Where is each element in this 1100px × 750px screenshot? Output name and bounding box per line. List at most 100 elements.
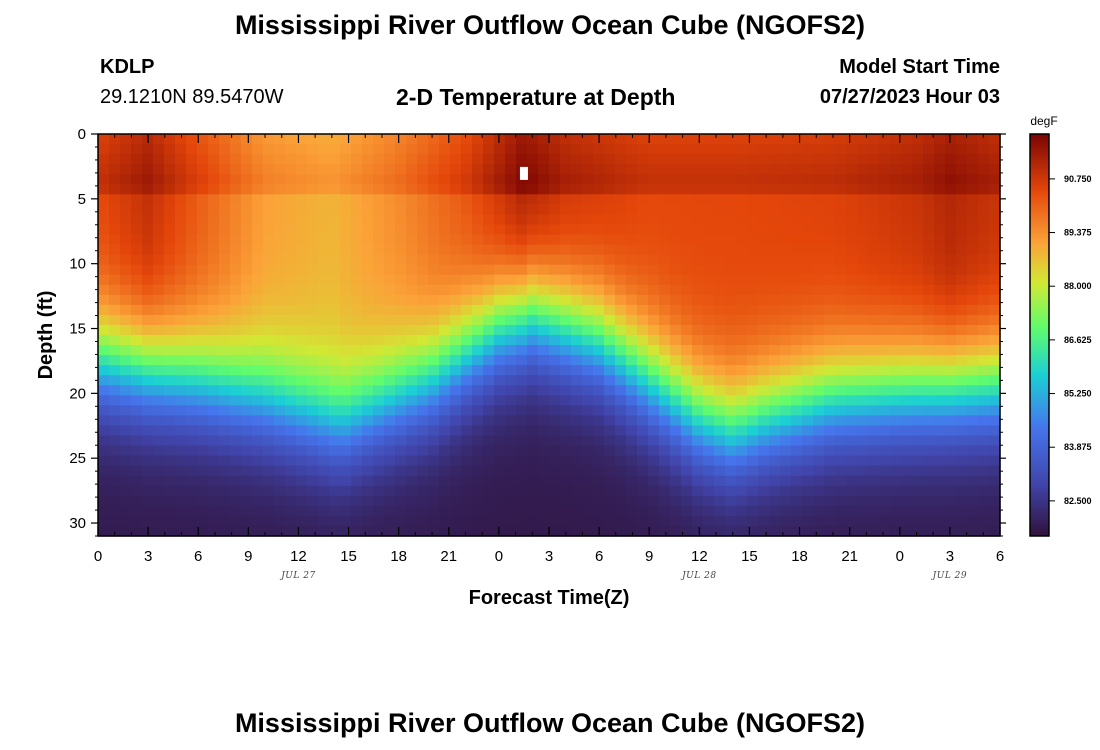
heatmap-cell	[560, 465, 572, 477]
heatmap-cell	[538, 515, 550, 527]
heatmap-cell	[252, 415, 264, 427]
heatmap-cell	[98, 445, 110, 457]
heatmap-cell	[659, 184, 671, 195]
heatmap-cell	[197, 455, 209, 467]
heatmap-cell	[362, 415, 374, 427]
heatmap-cell	[197, 244, 209, 256]
heatmap-cell	[824, 214, 836, 226]
heatmap-cell	[175, 405, 187, 416]
heatmap-cell	[142, 395, 154, 406]
heatmap-cell	[208, 184, 220, 195]
y-tick-label: 25	[69, 450, 86, 467]
heatmap-cell	[252, 465, 264, 477]
heatmap-cell	[648, 395, 660, 406]
heatmap-cell	[472, 264, 484, 276]
heatmap-cell	[384, 375, 396, 386]
heatmap-cell	[208, 515, 220, 527]
heatmap-cell	[428, 294, 440, 306]
heatmap-cell	[747, 355, 759, 366]
heatmap-cell	[945, 144, 957, 155]
heatmap-cell	[780, 395, 792, 406]
heatmap-cell	[934, 525, 946, 537]
heatmap-cell	[505, 154, 517, 165]
heatmap-cell	[736, 485, 748, 497]
heatmap-cell	[846, 475, 858, 487]
heatmap-cell	[890, 214, 902, 226]
heatmap-cell	[186, 254, 198, 266]
heatmap-cell	[120, 395, 132, 406]
heatmap-cell	[329, 485, 341, 497]
heatmap-cell	[802, 445, 814, 457]
heatmap-cell	[857, 405, 869, 416]
heatmap-cell	[505, 335, 517, 346]
heatmap-cell	[835, 495, 847, 507]
heatmap-cell	[395, 335, 407, 346]
heatmap-cell	[780, 204, 792, 215]
heatmap-cell	[989, 174, 1001, 185]
heatmap-cell	[901, 425, 913, 437]
heatmap-cell	[835, 395, 847, 406]
heatmap-cell	[340, 495, 352, 507]
heatmap-cell	[296, 355, 308, 366]
heatmap-cell	[263, 224, 275, 236]
heatmap-cell	[461, 505, 473, 517]
heatmap-cell	[373, 164, 385, 175]
heatmap-cell	[846, 515, 858, 527]
heatmap-cell	[197, 154, 209, 165]
heatmap-cell	[813, 415, 825, 427]
heatmap-cell	[846, 465, 858, 477]
heatmap-cell	[868, 254, 880, 266]
heatmap-cell	[120, 154, 132, 165]
heatmap-cell	[802, 164, 814, 175]
heatmap-cell	[538, 445, 550, 457]
heatmap-cell	[120, 475, 132, 487]
heatmap-cell	[945, 194, 957, 205]
heatmap-cell	[98, 485, 110, 497]
heatmap-cell	[978, 284, 990, 296]
heatmap-cell	[582, 365, 594, 376]
heatmap-cell	[329, 525, 341, 537]
heatmap-cell	[252, 144, 264, 155]
heatmap-cell	[956, 154, 968, 165]
heatmap-cell	[483, 465, 495, 477]
heatmap-cell	[109, 244, 121, 256]
heatmap-cell	[120, 335, 132, 346]
heatmap-cell	[450, 505, 462, 517]
heatmap-cell	[846, 164, 858, 175]
heatmap-cell	[329, 284, 341, 296]
heatmap-cell	[582, 515, 594, 527]
heatmap-cell	[879, 194, 891, 205]
heatmap-cell	[802, 345, 814, 356]
heatmap-cell	[736, 355, 748, 366]
heatmap-cell	[593, 475, 605, 487]
heatmap-cell	[263, 294, 275, 306]
heatmap-cell	[780, 234, 792, 246]
heatmap-cell	[252, 174, 264, 185]
heatmap-cell	[714, 475, 726, 487]
heatmap-cell	[417, 324, 429, 336]
heatmap-cell	[186, 134, 198, 145]
heatmap-cell	[505, 505, 517, 517]
heatmap-cell	[351, 415, 363, 427]
heatmap-cell	[208, 214, 220, 226]
heatmap-cell	[879, 314, 891, 326]
heatmap-cell	[395, 505, 407, 517]
heatmap-cell	[780, 495, 792, 507]
heatmap-cell	[780, 244, 792, 256]
heatmap-cell	[912, 515, 924, 527]
heatmap-cell	[890, 244, 902, 256]
y-tick-label: 30	[69, 515, 86, 532]
heatmap-cell	[901, 144, 913, 155]
heatmap-cell	[659, 375, 671, 386]
heatmap-cell	[263, 164, 275, 175]
heatmap-cell	[373, 294, 385, 306]
heatmap-cell	[461, 525, 473, 537]
heatmap-cell	[934, 274, 946, 286]
heatmap-cell	[604, 184, 616, 195]
heatmap-cell	[923, 304, 935, 316]
heatmap-cell	[626, 385, 638, 396]
heatmap-cell	[516, 515, 528, 527]
heatmap-cell	[98, 264, 110, 276]
heatmap-cell	[549, 475, 561, 487]
heatmap-cell	[824, 425, 836, 437]
